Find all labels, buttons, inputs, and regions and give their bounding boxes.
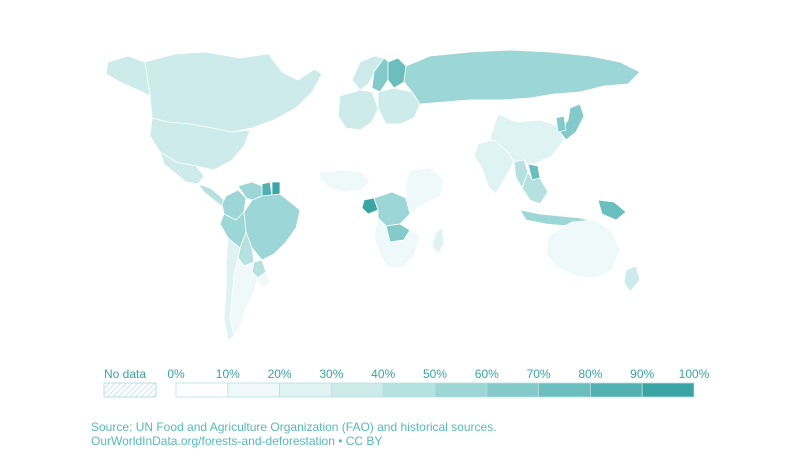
- region-east-africa[interactable]: East Africa: [405, 167, 445, 215]
- legend-tick-label: 20%: [267, 367, 292, 381]
- region-west-africa[interactable]: West Africa: [319, 169, 371, 193]
- region-norway[interactable]: Norway: [351, 55, 385, 91]
- legend-tick-label: 100%: [678, 367, 710, 381]
- legend-bin-4[interactable]: [382, 382, 436, 398]
- legend-tick-label: 50%: [422, 367, 448, 381]
- legend-tick-label: 10%: [215, 367, 240, 381]
- region-southeast-asia[interactable]: Southeast Asia: [521, 171, 549, 205]
- region-japan[interactable]: Japan: [559, 103, 585, 141]
- region-russia[interactable]: Russia: [403, 49, 641, 105]
- legend-tick-label: 30%: [319, 367, 344, 381]
- legend-no-data-swatch: [103, 382, 157, 398]
- region-papua-new-guinea[interactable]: Papua New Guinea: [597, 199, 627, 221]
- region-madagascar[interactable]: Madagascar: [431, 227, 445, 255]
- legend: [103, 382, 695, 398]
- legend-bin-8[interactable]: [590, 382, 643, 398]
- legend-bin-1[interactable]: [227, 382, 281, 398]
- legend-bin-3[interactable]: [330, 382, 384, 398]
- region-alaska[interactable]: Alaska: [105, 55, 151, 97]
- region-north-africa[interactable]: North Africa: [325, 131, 437, 173]
- legend-tick-label: 80%: [578, 367, 603, 381]
- legend-bin-7[interactable]: [538, 382, 591, 398]
- region-new-zealand[interactable]: New Zealand: [623, 265, 641, 293]
- region-korea[interactable]: Korea: [555, 115, 567, 133]
- region-southern-africa[interactable]: Southern Africa: [373, 217, 421, 269]
- legend-tick-label: 0%: [167, 367, 185, 381]
- source-link[interactable]: OurWorldInData.org/forests-and-deforesta…: [91, 434, 383, 448]
- region-eastern-europe[interactable]: Eastern Europe: [377, 87, 421, 125]
- region-finland[interactable]: Finland: [387, 57, 407, 89]
- legend-no-data-label: No data: [104, 367, 147, 381]
- region-australia[interactable]: Australia: [545, 219, 621, 279]
- legend-tick-label: 60%: [474, 367, 499, 381]
- source-text: Source: UN Food and Agriculture Organiza…: [91, 420, 497, 434]
- region-greenland[interactable]: Greenland: [261, 29, 336, 81]
- legend-tick-label: 90%: [630, 367, 655, 381]
- legend-tick-label: 40%: [371, 367, 396, 381]
- region-chile[interactable]: Chile: [223, 237, 241, 341]
- legend-bin-5[interactable]: [434, 382, 488, 398]
- region-india[interactable]: India: [473, 139, 515, 195]
- region-middle-east[interactable]: Middle East: [419, 129, 481, 169]
- legend-bin-6[interactable]: [486, 382, 539, 398]
- region-kazakhstan[interactable]: Kazakhstan: [441, 99, 501, 123]
- region-gabon[interactable]: Gabon: [361, 197, 379, 215]
- region-uruguay[interactable]: Uruguay: [257, 271, 271, 289]
- legend-bin-9[interactable]: [641, 382, 695, 398]
- legend-bin-2[interactable]: [279, 382, 332, 398]
- region-western-europe[interactable]: Western Europe: [337, 89, 379, 131]
- legend-tick-label: 70%: [526, 367, 551, 381]
- regions-layer: CanadaAlaskaUnited StatesGreenlandMexico…: [105, 29, 641, 341]
- legend-bin-0[interactable]: [175, 382, 229, 398]
